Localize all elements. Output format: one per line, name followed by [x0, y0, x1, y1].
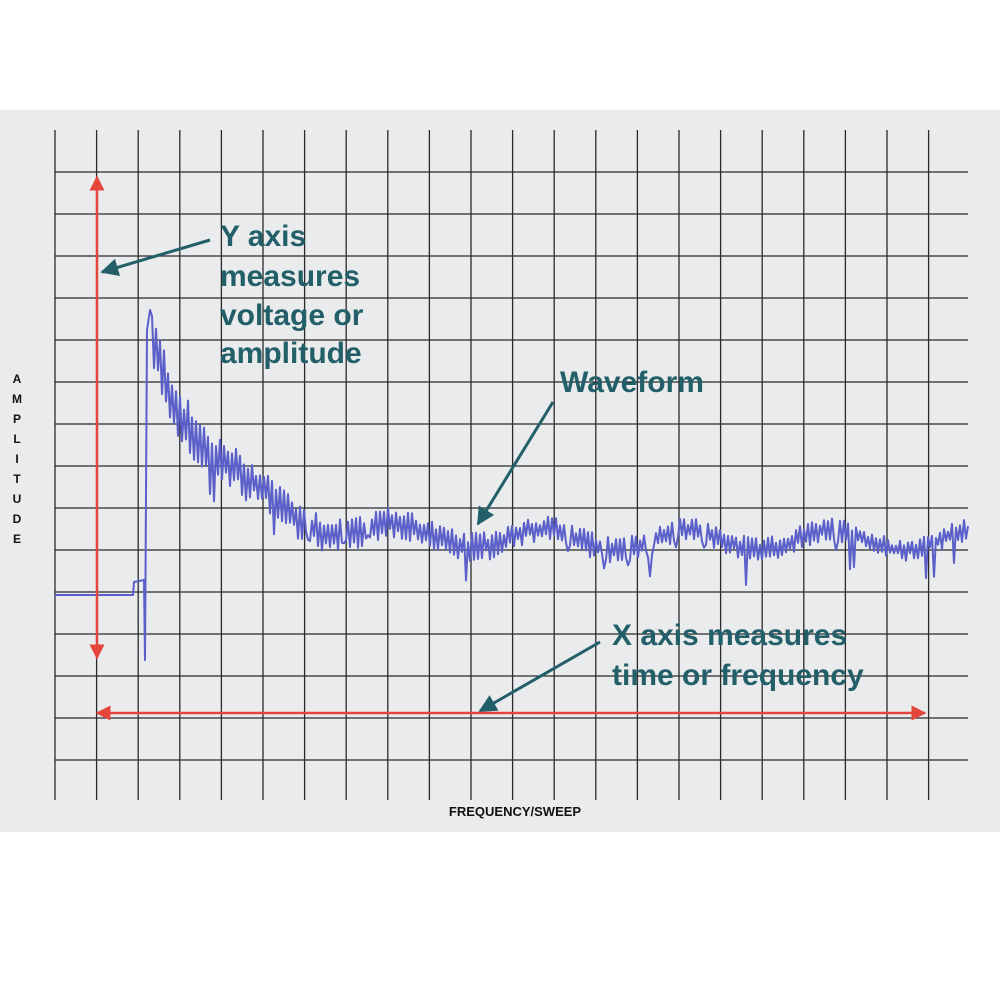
note: Waveform: [560, 366, 704, 399]
note: Y axis: [220, 220, 306, 253]
note: X axis measures: [612, 619, 847, 652]
waveform: [55, 309, 969, 661]
background: [0, 110, 1000, 832]
note: voltage or: [220, 299, 364, 332]
pointer-arrow: [476, 401, 555, 526]
grid: [54, 130, 968, 800]
note: time or frequency: [612, 659, 864, 692]
pointer-arrow: [100, 238, 211, 277]
x-axis-title: FREQUENCY/SWEEP: [449, 804, 582, 819]
pointer-arrow: [478, 640, 601, 713]
note: measures: [220, 260, 360, 293]
y-axis-title: AMPLITUDE: [10, 372, 24, 552]
note: amplitude: [220, 337, 362, 370]
